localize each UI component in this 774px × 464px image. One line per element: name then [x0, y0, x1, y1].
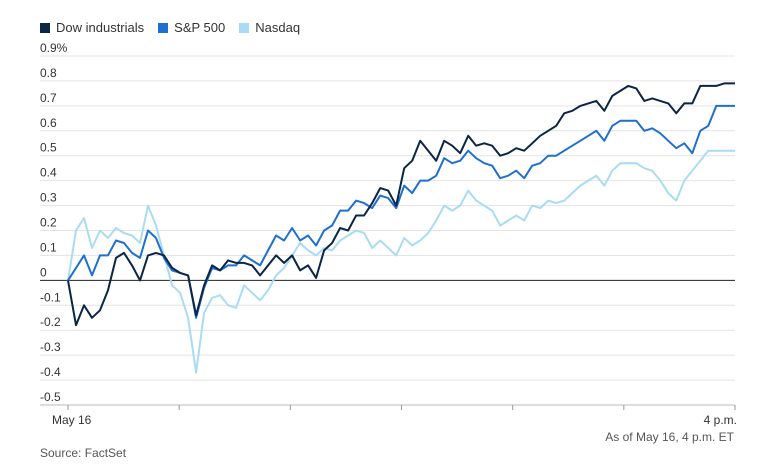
y-tick-label: -0.3: [40, 340, 61, 354]
y-tick-label: 0: [40, 265, 47, 279]
gridlines: [40, 55, 735, 406]
y-tick-label: -0.4: [40, 365, 61, 379]
source-note: Source: FactSet: [40, 446, 127, 460]
timestamp-note: As of May 16, 4 p.m. ET: [605, 430, 734, 444]
legend: Dow industrials S&P 500 Nasdaq: [40, 20, 300, 35]
y-tick-label: 0.6: [40, 116, 57, 130]
y-tick-label: -0.5: [40, 390, 61, 404]
legend-item-nasdaq: Nasdaq: [239, 20, 300, 35]
legend-item-sp500: S&P 500: [158, 20, 225, 35]
y-tick-label: 0.5: [40, 141, 57, 155]
y-tick-label: -0.2: [40, 315, 61, 329]
y-tick-label: 0.8: [40, 66, 57, 80]
y-axis-tick-labels: 0.9% 0.8 0.7 0.6 0.5 0.4 0.3 0.2 0.1 0 -0.1 -0.2 -0.…: [40, 41, 68, 404]
y-tick-label: 0.3: [40, 191, 57, 205]
series-line-dow-industrials: [67, 82, 735, 327]
y-tick-label: 0.4: [40, 166, 57, 180]
legend-swatch-dow: [40, 22, 50, 33]
y-tick-label: 0.2: [40, 216, 57, 230]
legend-swatch-nasdaq: [239, 22, 250, 33]
legend-label-dow: Dow industrials: [56, 20, 145, 35]
legend-label-sp500: S&P 500: [174, 20, 226, 35]
y-tick-label: -0.1: [40, 290, 61, 304]
legend-swatch-sp500: [158, 22, 169, 33]
x-tick-label: 4 p.m.: [704, 413, 737, 427]
y-tick-label: 0.7: [40, 91, 57, 105]
legend-item-dow: Dow industrials: [40, 20, 144, 35]
series-line-nasdaq: [67, 149, 735, 374]
series-lines: [67, 82, 735, 374]
legend-label-nasdaq: Nasdaq: [255, 20, 301, 35]
series-line-s-p-500: [67, 104, 735, 319]
y-tick-label: 0.9%: [40, 41, 68, 55]
x-axis: May 16 4 p.m.: [40, 404, 737, 427]
x-tick-label: May 16: [52, 413, 92, 427]
y-tick-label: 0.1: [40, 240, 57, 254]
